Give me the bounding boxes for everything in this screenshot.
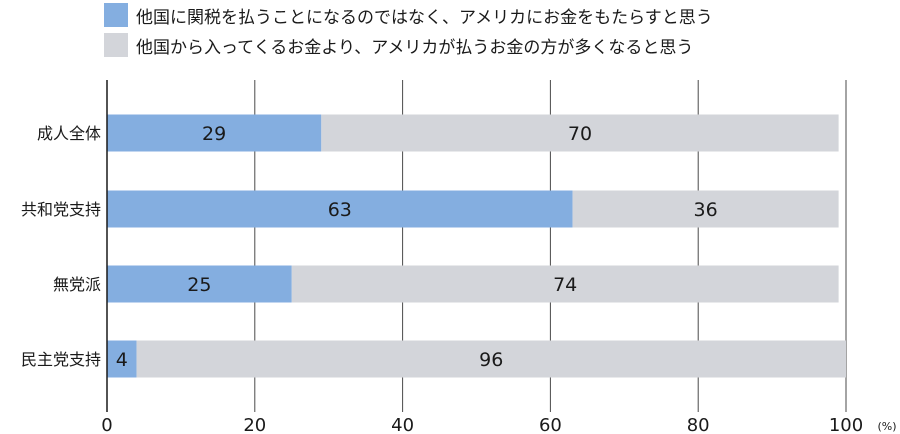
category-label-3: 民主党支持 bbox=[21, 350, 101, 369]
category-label-2: 無党派 bbox=[53, 275, 101, 294]
bar-0-series-1 bbox=[107, 114, 322, 152]
x-tick-label-60: 60 bbox=[539, 415, 562, 434]
x-tick-label-40: 40 bbox=[391, 415, 414, 434]
bar-2-series-2 bbox=[291, 265, 839, 303]
category-label-1: 共和党支持 bbox=[21, 200, 101, 219]
data-label-0-series-1: 29 bbox=[202, 123, 226, 145]
data-label-3-series-1: 4 bbox=[116, 349, 128, 371]
x-axis-unit: (%) bbox=[877, 420, 896, 433]
data-label-2-series-1: 25 bbox=[187, 274, 211, 296]
legend-label-series-1: 他国に関税を払うことになるのではなく、アメリカにお金をもたらすと思う bbox=[136, 7, 713, 28]
bar-3-series-1 bbox=[107, 340, 137, 378]
bar-1-series-2 bbox=[572, 190, 839, 228]
bar-3-series-2 bbox=[136, 340, 846, 378]
x-tick-label-20: 20 bbox=[243, 415, 266, 434]
bar-1-series-1 bbox=[107, 190, 573, 228]
bar-2-series-1 bbox=[107, 265, 292, 303]
data-label-3-series-2: 96 bbox=[479, 349, 503, 371]
data-label-2-series-2: 74 bbox=[553, 274, 577, 296]
x-tick-label-0: 0 bbox=[101, 415, 112, 434]
x-tick-label-80: 80 bbox=[687, 415, 710, 434]
category-label-0: 成人全体 bbox=[37, 124, 101, 143]
data-label-1-series-2: 36 bbox=[693, 199, 717, 221]
data-label-1-series-1: 63 bbox=[328, 199, 352, 221]
x-tick-label-100: 100 bbox=[829, 415, 863, 434]
bar-0-series-2 bbox=[321, 114, 839, 152]
legend-swatch-series-1 bbox=[104, 3, 128, 27]
legend-label-series-2: 他国から入ってくるお金より、アメリカが払うお金の方が多くなると思う bbox=[136, 37, 694, 58]
legend-swatch-series-2 bbox=[104, 33, 128, 57]
legend-item-series-2: 他国から入ってくるお金より、アメリカが払うお金の方が多くなると思う bbox=[104, 30, 864, 60]
data-label-0-series-2: 70 bbox=[568, 123, 592, 145]
legend-item-series-1: 他国に関税を払うことになるのではなく、アメリカにお金をもたらすと思う bbox=[104, 0, 864, 30]
